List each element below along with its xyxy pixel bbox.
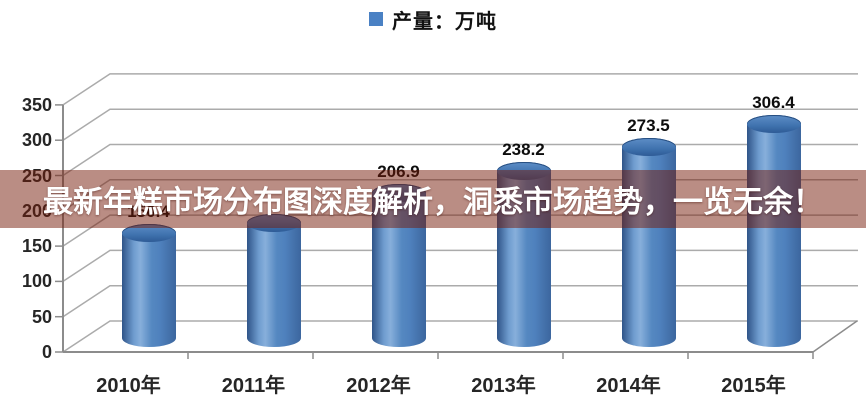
x-axis-category-label: 2012年 — [346, 375, 411, 397]
bar-2014年 — [621, 137, 676, 347]
grid-line — [812, 320, 858, 353]
x-axis-category-label: 2013年 — [471, 375, 536, 397]
x-axis-category-label: 2015年 — [721, 375, 786, 397]
headline-banner: 最新年糕市场分布图深度解析，洞悉市场趋势，一览无余！ — [0, 170, 866, 228]
bar-2015年 — [746, 114, 801, 347]
grid-line — [62, 284, 858, 318]
bar-top-cap — [621, 137, 676, 156]
bar-2010年 — [121, 223, 176, 347]
bar-body — [246, 213, 301, 347]
x-axis-category-label: 2010年 — [96, 375, 161, 397]
y-axis-tick-label: 0 — [41, 342, 52, 362]
y-axis-tick-label: 50 — [31, 306, 52, 327]
y-axis-tick-label: 150 — [21, 236, 52, 257]
x-axis-category-label: 2014年 — [596, 375, 661, 397]
x-axis-category-label: 2011年 — [221, 375, 286, 397]
bar-value-label: 273.5 — [627, 115, 670, 135]
bar-body — [621, 137, 676, 347]
bar-value-label: 306.4 — [752, 92, 795, 112]
legend-marker-icon — [369, 12, 383, 26]
grid-line — [62, 108, 858, 141]
bar-body — [121, 223, 176, 347]
y-axis-tick-label: 100 — [21, 271, 52, 292]
grid-line — [62, 320, 858, 353]
bar-body — [746, 114, 801, 347]
y-axis-tick-label: 350 — [21, 94, 52, 115]
legend-label: 产量：万吨 — [392, 10, 497, 33]
bar-2011年 — [246, 213, 301, 347]
bar-value-label: 238.2 — [502, 140, 545, 160]
bar-top-cap — [746, 114, 801, 133]
bar-top-cap — [121, 223, 176, 242]
headline-banner-text: 最新年糕市场分布图深度解析，洞悉市场趋势，一览无余！ — [43, 186, 823, 219]
legend: 产量：万吨 — [0, 6, 866, 33]
grid-line — [62, 249, 858, 283]
grid-line — [62, 73, 858, 106]
y-axis-tick-label: 300 — [21, 130, 52, 151]
grid-line — [62, 143, 858, 177]
